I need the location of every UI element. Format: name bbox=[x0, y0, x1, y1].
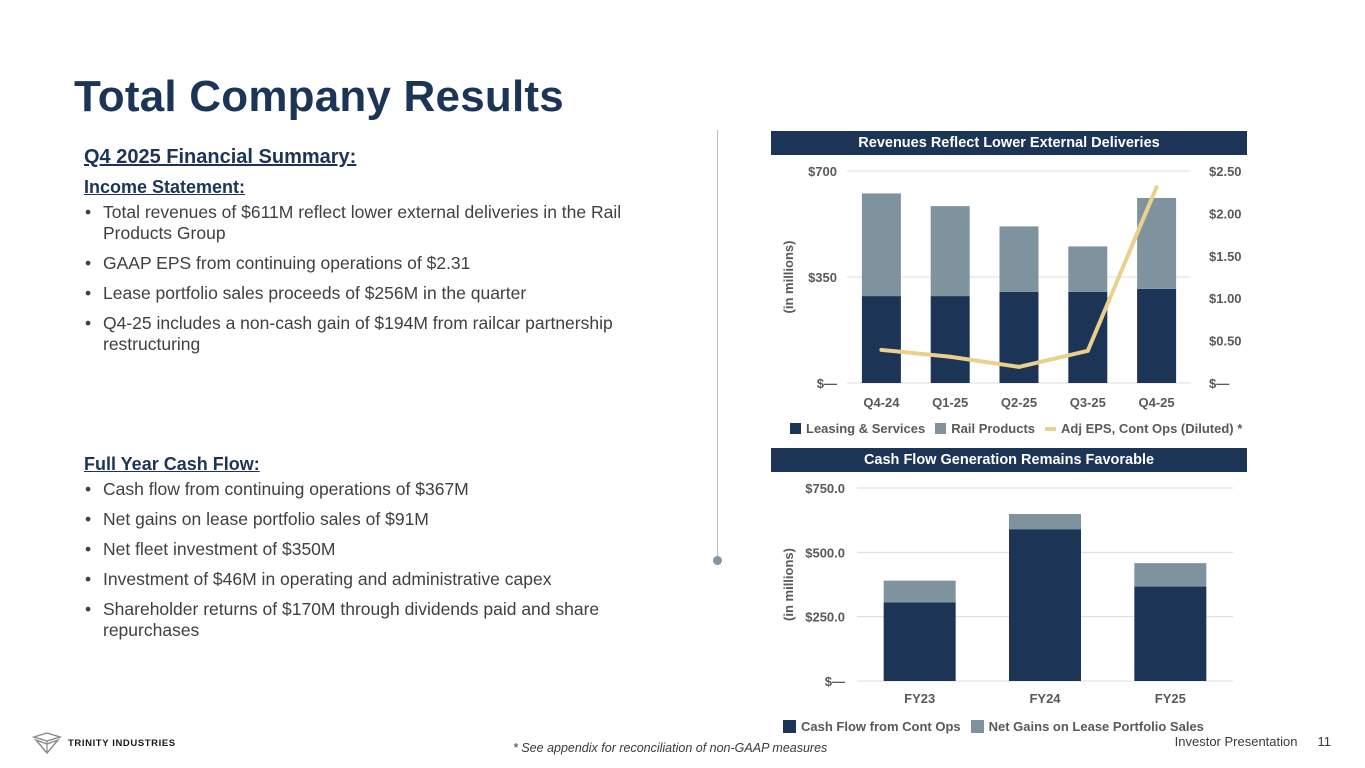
y2-tick-label: $1.00 bbox=[1209, 291, 1242, 306]
y-tick-label: $700 bbox=[808, 164, 837, 179]
cashflow-bullet: Net gains on lease portfolio sales of $9… bbox=[84, 509, 684, 530]
bar-leasing-services bbox=[861, 296, 901, 383]
x-tick-label: Q3-25 bbox=[1070, 395, 1106, 410]
income-bullet: Lease portfolio sales proceeds of $256M … bbox=[84, 283, 684, 304]
eps-point bbox=[879, 347, 884, 352]
bar-cash-flow-cont-ops bbox=[1134, 586, 1207, 681]
legend-swatch bbox=[790, 423, 801, 434]
y-tick-label: $500.0 bbox=[805, 545, 845, 560]
legend-label: Rail Products bbox=[951, 421, 1036, 436]
y-tick-label: $350 bbox=[808, 270, 837, 285]
y2-tick-label: $1.50 bbox=[1209, 249, 1242, 264]
bar-net-gains-lease-sales bbox=[1009, 513, 1081, 530]
y-tick-label: $250.0 bbox=[805, 610, 845, 625]
x-tick-label: FY25 bbox=[1155, 691, 1186, 706]
vertical-divider bbox=[717, 130, 718, 562]
legend-label: Leasing & Services bbox=[806, 421, 926, 436]
y2-tick-label: $2.00 bbox=[1209, 206, 1242, 221]
summary-section: Q4 2025 Financial Summary: Income Statem… bbox=[84, 146, 684, 364]
income-bullet: GAAP EPS from continuing operations of $… bbox=[84, 253, 684, 274]
income-bullet-list: Total revenues of $611M reflect lower ex… bbox=[84, 202, 684, 355]
footer: Investor Presentation 11 bbox=[1175, 734, 1331, 749]
legend-swatch bbox=[970, 720, 984, 733]
eps-point bbox=[1085, 348, 1090, 353]
cashflow-section: Full Year Cash Flow: Cash flow from cont… bbox=[84, 446, 684, 650]
legend-swatch bbox=[1045, 426, 1057, 431]
x-tick-label: Q4-25 bbox=[1139, 395, 1175, 410]
y-tick-label: $— bbox=[825, 674, 845, 689]
y-axis-label: (in millions) bbox=[781, 548, 796, 621]
page-title: Total Company Results bbox=[74, 72, 564, 121]
eps-point bbox=[1017, 364, 1021, 369]
x-tick-label: Q4-24 bbox=[863, 395, 900, 410]
footer-label: Investor Presentation bbox=[1174, 734, 1298, 749]
y2-tick-label: $— bbox=[1209, 376, 1229, 391]
legend-swatch bbox=[935, 423, 947, 434]
income-bullet: Total revenues of $611M reflect lower ex… bbox=[84, 202, 684, 244]
footnote: * See appendix for reconciliation of non… bbox=[513, 741, 828, 755]
legend-label: Net Gains on Lease Portfolio Sales bbox=[988, 719, 1204, 734]
cashflow-chart-legend: Cash Flow from Cont Ops Net Gains on Lea… bbox=[783, 719, 1214, 734]
y-axis-label: (in millions) bbox=[781, 241, 796, 314]
bar-net-gains-lease-sales bbox=[1134, 563, 1207, 587]
legend-label: Cash Flow from Cont Ops bbox=[801, 719, 961, 734]
y-tick-label: $— bbox=[817, 376, 837, 391]
x-tick-label: Q1-25 bbox=[932, 395, 968, 410]
bar-leasing-services bbox=[1137, 288, 1177, 383]
x-tick-label: Q2-25 bbox=[1001, 395, 1037, 410]
legend-swatch bbox=[783, 720, 796, 733]
revenue-chart-legend: Leasing & Services Rail Products Adj EPS… bbox=[790, 421, 1252, 436]
bar-rail-products bbox=[861, 193, 901, 297]
y-tick-label: $750.0 bbox=[805, 481, 845, 496]
bar-cash-flow-cont-ops bbox=[883, 602, 956, 681]
cashflow-bullet: Investment of $46M in operating and admi… bbox=[84, 569, 684, 590]
cashflow-bullet: Cash flow from continuing operations of … bbox=[84, 479, 684, 500]
bar-rail-products bbox=[930, 206, 970, 297]
company-logo: TRINITY INDUSTRIES bbox=[32, 731, 176, 755]
revenue-chart-title: Revenues Reflect Lower External Deliveri… bbox=[771, 131, 1247, 155]
y2-tick-label: $2.50 bbox=[1209, 164, 1242, 179]
eps-point bbox=[1154, 185, 1159, 190]
cashflow-chart: $— $250.0 $500.0 $750.0 (in millions) FY23 FY2… bbox=[781, 481, 1233, 706]
income-bullet: Q4-25 includes a non-cash gain of $194M … bbox=[84, 313, 684, 355]
cashflow-bullet-list: Cash flow from continuing operations of … bbox=[84, 479, 684, 641]
legend-label: Adj EPS, Cont Ops (Diluted) * bbox=[1061, 421, 1243, 436]
income-statement-heading: Income Statement: bbox=[84, 177, 246, 197]
cashflow-bullet: Net fleet investment of $350M bbox=[84, 539, 684, 560]
bar-leasing-services bbox=[1068, 291, 1108, 383]
summary-heading: Q4 2025 Financial Summary: bbox=[84, 146, 357, 168]
cashflow-bullet: Shareholder returns of $170M through div… bbox=[84, 599, 684, 641]
cashflow-heading: Full Year Cash Flow: bbox=[84, 454, 260, 474]
x-tick-label: FY23 bbox=[904, 691, 935, 706]
bar-net-gains-lease-sales bbox=[883, 580, 956, 603]
bar-leasing-services bbox=[999, 291, 1039, 383]
logo-text: TRINITY INDUSTRIES bbox=[68, 737, 176, 749]
divider-dot bbox=[713, 556, 722, 565]
cashflow-chart-title: Cash Flow Generation Remains Favorable bbox=[771, 448, 1247, 472]
bar-rail-products bbox=[1068, 246, 1108, 292]
revenue-chart: $— $350 $700 $— $0.50 $1.00 $1.50 $2.00 $2.50 (in… bbox=[781, 164, 1242, 410]
y2-tick-label: $0.50 bbox=[1209, 334, 1242, 349]
bar-leasing-services bbox=[930, 296, 970, 383]
page-number: 11 bbox=[1317, 734, 1332, 749]
bar-rail-products bbox=[999, 226, 1039, 292]
eps-point bbox=[948, 354, 953, 359]
bar-rail-products bbox=[1137, 197, 1177, 289]
x-tick-label: FY24 bbox=[1029, 691, 1061, 706]
trinity-logo-icon bbox=[32, 732, 62, 755]
bar-cash-flow-cont-ops bbox=[1009, 529, 1081, 681]
